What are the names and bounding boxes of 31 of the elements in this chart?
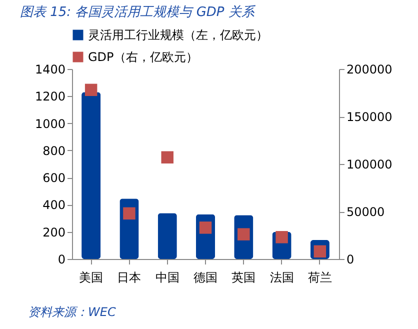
y2-tick-label: 150000 [346,110,392,124]
y2-tick-label: 200000 [346,62,392,76]
x-tick-label: 中国 [155,270,180,284]
y-tick-label: 1200 [34,90,66,104]
legend-label: 灵活用工行业规模（左，亿欧元） [88,28,268,42]
x-tick-label: 英国 [232,270,256,284]
y-tick-label: 200 [42,225,66,240]
point [84,84,98,96]
y2-tick-label: 50000 [346,205,385,219]
y-tick-label: 600 [42,171,66,186]
point [276,231,288,244]
point [199,222,212,234]
x-tick-label: 日本 [117,270,142,284]
x-tick-label: 美国 [79,270,104,284]
y-tick-label: 0 [58,252,66,266]
y2-tick-label: 100000 [346,158,392,172]
y2-tick-label: 0 [346,252,354,266]
y-tick-label: 1000 [34,116,66,131]
y-tick-label: 1400 [34,62,66,76]
chart-title: 图表 15: 各国灵活用工规模与 GDP 关系 [20,5,256,20]
legend-label: GDP（右，亿欧元） [88,50,198,64]
x-tick-label: 荷兰 [308,270,332,284]
y-tick-label: 400 [42,198,66,212]
point [161,151,174,164]
bar [82,92,101,259]
bar [158,213,177,259]
x-tick-label: 德国 [194,270,218,284]
point [123,207,136,220]
text: 资料来源：WEC [28,304,116,321]
x-tick-label: 法国 [270,270,294,284]
y-tick-label: 800 [42,144,66,158]
